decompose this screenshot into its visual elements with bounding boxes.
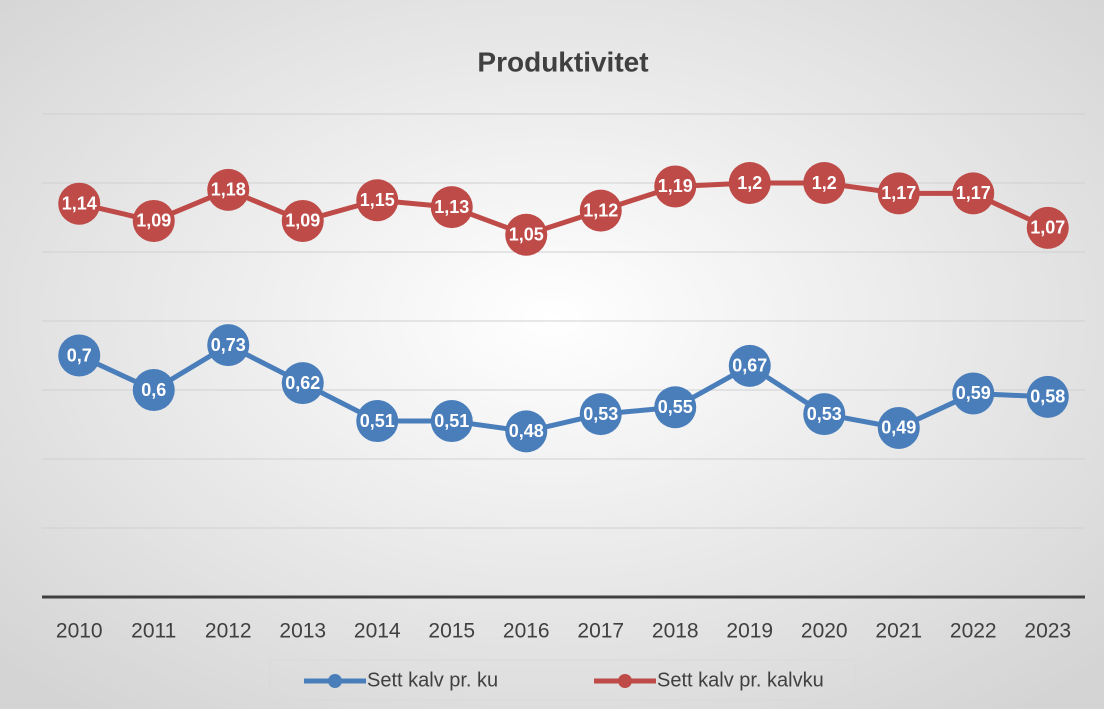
legend-box xyxy=(269,659,856,701)
data-label: 1,07 xyxy=(1030,218,1065,238)
data-label: 0,53 xyxy=(583,404,618,424)
x-tick-label: 2013 xyxy=(279,620,326,643)
data-label: 0,62 xyxy=(285,373,320,393)
data-label: 1,17 xyxy=(956,183,991,203)
data-label: 1,14 xyxy=(62,193,97,213)
point-marker xyxy=(58,182,101,225)
point-marker xyxy=(877,406,920,449)
data-label: 1,05 xyxy=(509,225,544,245)
x-tick-label: 2010 xyxy=(56,620,103,643)
legend-marker xyxy=(618,674,632,688)
point-marker xyxy=(430,400,473,443)
point-marker xyxy=(728,162,771,204)
point-marker xyxy=(654,165,697,208)
x-tick-label: 2022 xyxy=(950,620,997,643)
x-tick-label: 2016 xyxy=(503,620,550,643)
data-label: 1,2 xyxy=(812,173,837,193)
data-label: 0,51 xyxy=(434,411,469,431)
x-tick-label: 2023 xyxy=(1024,620,1071,643)
x-tick-label: 2021 xyxy=(875,620,922,643)
point-marker xyxy=(952,372,995,415)
data-label: 0,49 xyxy=(881,418,916,438)
data-label: 1,15 xyxy=(360,190,395,210)
data-label: 0,67 xyxy=(732,356,767,376)
point-marker xyxy=(281,362,324,405)
data-label: 1,12 xyxy=(583,200,618,220)
point-marker xyxy=(579,393,622,436)
point-marker xyxy=(877,172,920,215)
point-marker xyxy=(132,199,175,242)
point-marker xyxy=(803,162,846,204)
data-label: 0,53 xyxy=(807,404,842,424)
data-label: 0,73 xyxy=(211,335,246,355)
point-marker xyxy=(207,168,250,211)
x-tick-label: 2019 xyxy=(726,620,773,643)
data-label: 0,55 xyxy=(658,397,693,417)
x-tick-label: 2020 xyxy=(801,620,848,643)
point-marker xyxy=(728,344,771,387)
data-label: 0,59 xyxy=(956,383,991,403)
data-label: 1,09 xyxy=(136,211,171,231)
point-marker xyxy=(281,199,324,242)
data-label: 0,7 xyxy=(67,345,92,365)
point-marker xyxy=(505,213,548,256)
point-marker xyxy=(58,334,101,377)
data-label: 1,18 xyxy=(211,180,246,200)
data-label: 1,13 xyxy=(434,197,469,217)
data-label: 0,6 xyxy=(141,380,166,400)
x-tick-label: 2014 xyxy=(354,620,401,643)
data-label: 0,48 xyxy=(509,421,544,441)
data-label: 0,51 xyxy=(360,411,395,431)
x-tick-label: 2015 xyxy=(428,620,475,643)
legend-marker xyxy=(328,674,342,688)
point-marker xyxy=(654,386,697,429)
point-marker xyxy=(132,369,175,411)
point-marker xyxy=(356,400,399,443)
data-label: 0,58 xyxy=(1030,387,1065,407)
point-marker xyxy=(579,189,622,232)
point-marker xyxy=(1026,375,1069,418)
x-tick-label: 2017 xyxy=(577,620,624,643)
point-marker xyxy=(803,393,846,436)
data-label: 1,09 xyxy=(285,211,320,231)
point-marker xyxy=(1026,206,1069,249)
point-marker xyxy=(207,324,250,367)
data-label: 1,19 xyxy=(658,176,693,196)
x-tick-label: 2018 xyxy=(652,620,699,643)
data-label: 1,17 xyxy=(881,183,916,203)
x-tick-label: 2012 xyxy=(205,620,252,643)
legend-label: Sett kalv pr. ku xyxy=(367,669,498,691)
point-marker xyxy=(952,172,995,215)
point-marker xyxy=(356,179,399,222)
legend-label: Sett kalv pr. kalvku xyxy=(657,669,824,691)
data-label: 1,2 xyxy=(737,173,762,193)
point-marker xyxy=(505,410,548,453)
chart-title: Produktivitet xyxy=(477,46,648,77)
x-tick-label: 2011 xyxy=(131,620,176,643)
point-marker xyxy=(430,186,473,229)
